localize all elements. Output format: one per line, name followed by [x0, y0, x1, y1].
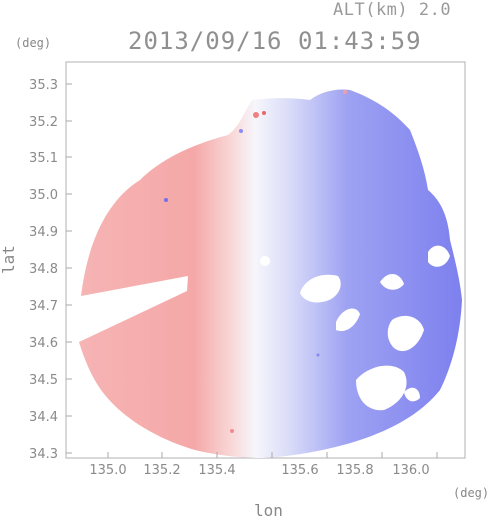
x-tick-label: 135.8	[336, 463, 373, 478]
y-tick-label: 34.7	[29, 299, 58, 314]
x-tick-label: 135.6	[281, 463, 318, 478]
y-tick-label: 34.6	[29, 336, 58, 351]
y-tick-label: 34.5	[29, 373, 58, 388]
x-tick-label: 135.0	[89, 463, 126, 478]
y-tick-label: 35.1	[29, 151, 58, 166]
y-tick-label: 34.8	[29, 262, 58, 277]
altitude-label: ALT(km) 2.0	[333, 0, 452, 20]
x-axis: 135.0 135.2 135.4 135.6 135.8 136.0	[89, 452, 438, 478]
y-tick-label: 34.3	[29, 447, 58, 462]
no-echo-gaps	[300, 245, 450, 430]
y-tick-label: 35.3	[29, 78, 58, 93]
x-tick-label: 135.4	[198, 463, 235, 478]
x-axis-label: lon	[254, 501, 283, 520]
y-tick-label: 35.0	[29, 188, 58, 203]
y-tick-label: 35.2	[29, 115, 58, 130]
echo-speckles	[164, 90, 347, 433]
x-tick-label: 136.0	[392, 463, 429, 478]
y-axis: 35.3 35.2 35.1 35.0 34.9 34.8 34.7 34.6 …	[29, 78, 72, 462]
y-tick-label: 34.9	[29, 225, 58, 240]
x-axis-unit: (deg)	[453, 486, 490, 500]
y-tick-label: 34.4	[29, 410, 58, 425]
timestamp-title: 2013/09/16 01:43:59	[128, 27, 422, 55]
x-tick-label: 135.2	[143, 463, 180, 478]
radar-echo-area	[79, 89, 462, 458]
y-axis-unit: (deg)	[15, 36, 52, 50]
radar-site-marker	[260, 256, 270, 266]
